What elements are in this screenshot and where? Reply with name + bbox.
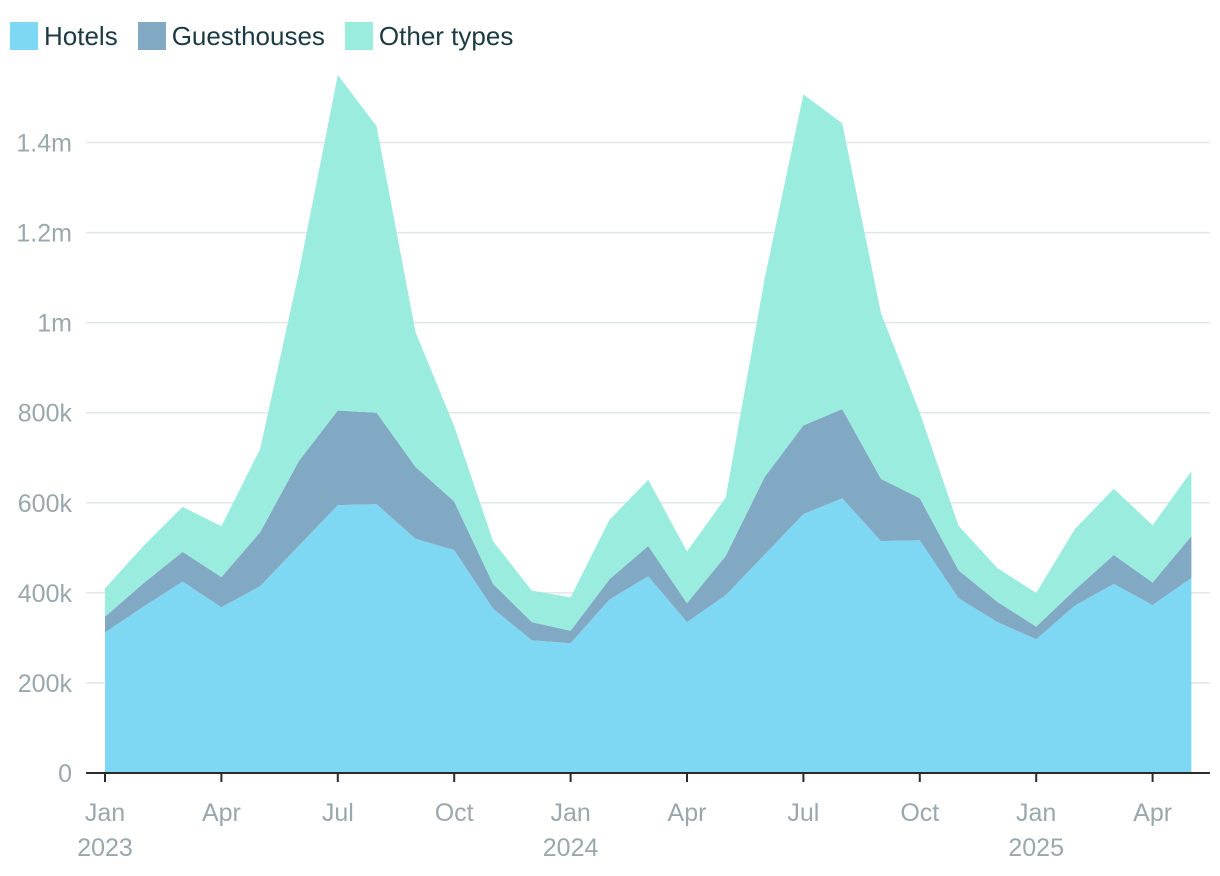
area-guesthouses (105, 409, 1192, 644)
x-tick-label-2023-01: Jan (85, 799, 125, 827)
y-tick-label-1m: 1m (37, 310, 72, 338)
area-hotels (105, 498, 1192, 773)
y-tick-label-400k: 400k (18, 580, 73, 608)
x-tick-year-2023: 2023 (77, 834, 133, 862)
y-tick-label-200k: 200k (18, 670, 73, 698)
x-tick-year-2025: 2025 (1008, 834, 1064, 862)
y-tick-label-1.2m: 1.2m (16, 220, 72, 248)
legend-item-hotels[interactable]: Hotels (10, 21, 118, 52)
area-other-types (105, 75, 1192, 631)
x-tick-year-2024: 2024 (543, 834, 599, 862)
x-tick-label-2025-01: Jan (1016, 799, 1056, 827)
legend-swatch-other-types (344, 22, 373, 50)
legend-label-guesthouses: Guesthouses (171, 20, 325, 51)
x-tick-label-2024-07: Jul (787, 799, 819, 827)
legend-label-other-types: Other types (378, 20, 514, 51)
x-tick-label-2024-04: Apr (668, 799, 707, 827)
x-tick-label-2024-10: Oct (900, 799, 939, 827)
x-tick-label-2023-07: Jul (322, 799, 354, 827)
x-tick-label-2023-10: Oct (435, 799, 474, 827)
x-tick-label-2023-04: Apr (202, 799, 241, 827)
y-tick-label-800k: 800k (18, 400, 73, 428)
y-tick-label-0: 0 (58, 760, 72, 788)
legend-item-guesthouses[interactable]: Guesthouses (137, 20, 325, 52)
y-tick-label-1.4m: 1.4m (16, 130, 72, 158)
legend-item-other-types[interactable]: Other types (344, 20, 514, 52)
x-tick-label-2024-01: Jan (550, 799, 590, 827)
legend-label-hotels: Hotels (44, 20, 118, 51)
y-tick-label-600k: 600k (18, 490, 73, 518)
legend-swatch-guesthouses (137, 22, 166, 50)
x-tick-label-2025-04: Apr (1133, 799, 1172, 827)
legend-swatch-hotels (10, 22, 38, 50)
chart-legend: Hotels Guesthouses Other types (10, 18, 533, 54)
